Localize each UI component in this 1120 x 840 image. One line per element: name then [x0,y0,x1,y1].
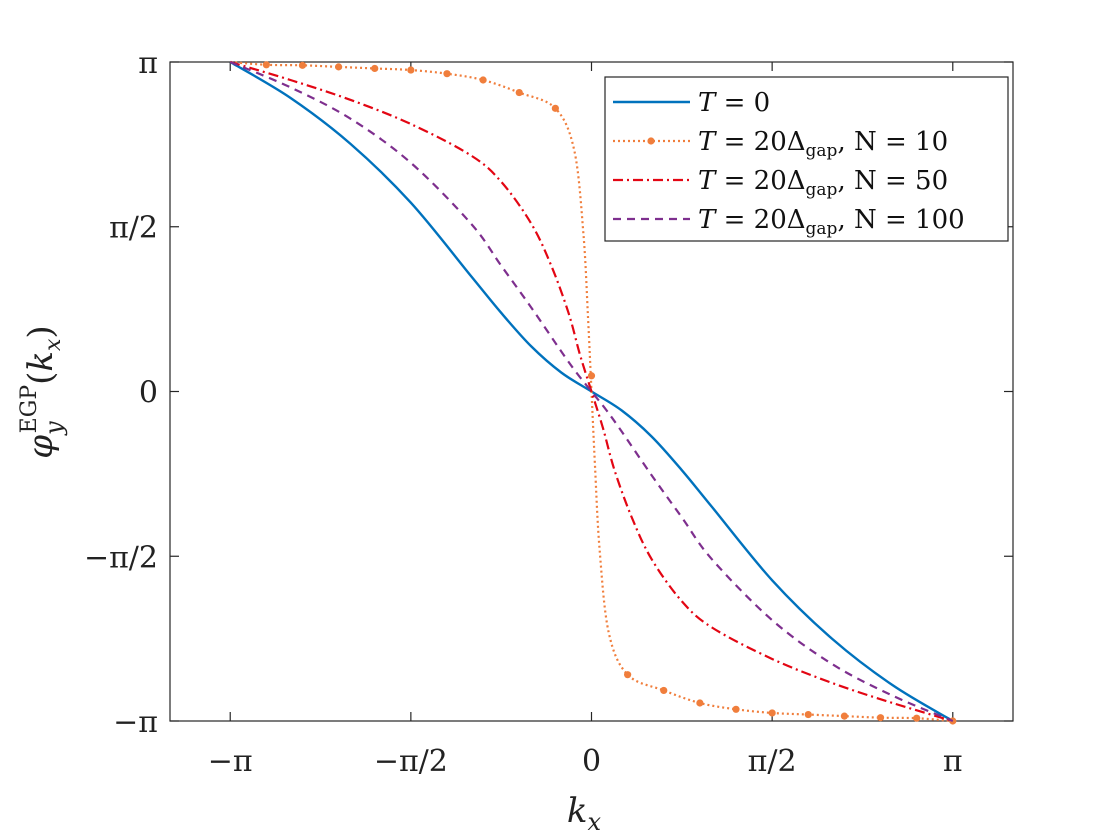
series-1-point [768,709,776,717]
series-1-point [551,104,559,112]
legend-label-part: , N = 10 [837,127,948,157]
legend-label-part: = 20Δ [715,205,805,235]
series-1-point [479,76,487,84]
legend-label-1: T = 20Δgap, N = 10 [698,127,948,161]
series-1-point [587,372,596,380]
x-tick-label: π/2 [748,744,797,779]
x-axis-label-sub: x [588,808,602,836]
series-line-2 [229,60,954,723]
series-1-point [515,88,523,97]
legend-label-part: gap [806,219,838,239]
x-tick-label: −π [208,744,253,779]
legend-label-part: gap [806,141,838,161]
legend-label-0: T = 0 [698,88,770,118]
legend: T = 0T = 20Δgap, N = 10T = 20Δgap, N = 5… [604,76,1009,242]
x-tick-label: 0 [582,744,601,779]
series-1-point [732,705,740,713]
series-1-point [624,671,632,679]
legend-label-part: = [715,88,753,118]
legend-label-part: T [698,127,717,157]
legend-label-3: T = 20Δgap, N = 100 [698,205,965,239]
legend-label-part: = 20Δ [715,166,805,196]
y-tick-label: π/2 [109,211,158,246]
legend-label-part: gap [806,180,838,200]
y-tick-label: 0 [139,376,158,411]
legend-label-2: T = 20Δgap, N = 50 [698,166,948,200]
y-axis-label-sub: y [40,421,68,436]
y-axis-label-arg-var: k [21,351,61,372]
series-1-point [335,63,343,71]
legend-swatch-marker-1 [647,137,655,145]
series-1-point [696,699,704,707]
legend-label-part: , N = 50 [837,166,948,196]
legend-label-part: T [698,88,717,118]
series-1-point [262,61,270,69]
x-axis-label: kx [567,791,602,836]
legend-label-part: T [698,166,717,196]
y-axis-label: φyEGP(kx) [17,325,68,458]
series-1-point [804,710,812,719]
legend-label-part: = 20Δ [715,127,805,157]
legend-label-part: T [698,205,717,235]
series-1-point [913,714,921,722]
series-1-point [298,61,307,69]
legend-box [604,76,1009,242]
y-tick-label: −π/2 [84,540,158,575]
x-axis-label-var: k [567,791,588,831]
y-tick-label: π [138,46,158,81]
series-1-point [660,686,668,695]
legend-label-part: , N = 100 [837,205,964,235]
series-1-point [443,70,451,78]
x-tick-label: −π/2 [374,744,448,779]
y-axis-label-sup: EGP [17,385,42,434]
x-tick-label: π [943,744,963,779]
series-1-point [407,66,415,74]
y-axis-label-arg: ( [21,372,61,385]
legend-label-part: 0 [754,88,771,118]
y-axis-label-symbol: φ [21,435,61,459]
series-1-point [371,64,379,73]
y-axis-label-arg-close: ) [21,325,61,338]
series-1-point [876,714,885,722]
y-tick-label: −π [113,705,158,740]
series-1-point [840,712,848,720]
y-axis-label-arg-sub: x [41,338,66,351]
